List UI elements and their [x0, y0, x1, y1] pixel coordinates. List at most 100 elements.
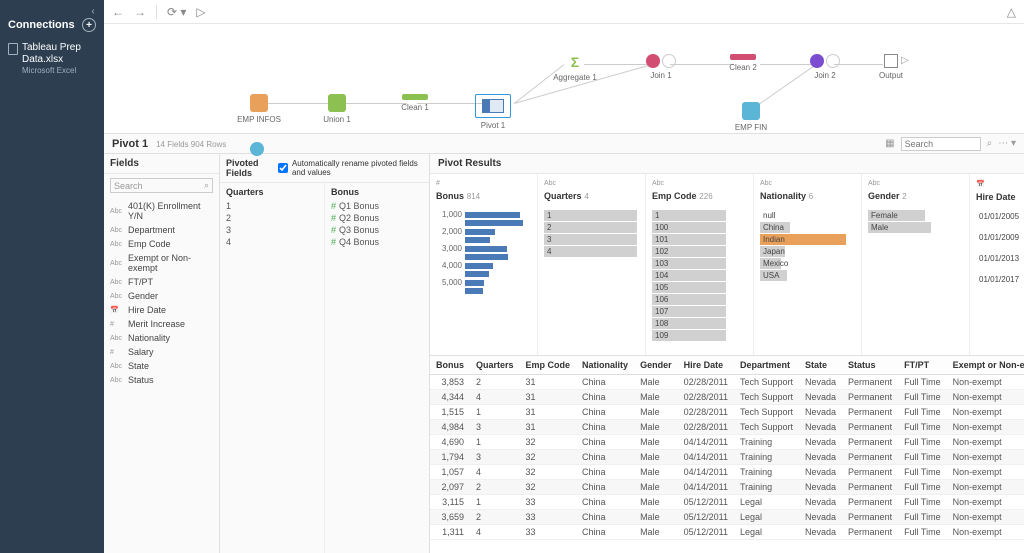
sidebar-collapse-icon[interactable]: ‹ — [86, 4, 100, 18]
auto-rename-checkbox[interactable] — [278, 163, 288, 173]
flow-node-label: EMP FIN — [735, 123, 767, 132]
add-connection-button[interactable]: + — [82, 18, 96, 32]
flow-node-clean1[interactable]: Clean 1 — [390, 94, 440, 112]
grid-column-header[interactable]: Exempt or Non-exempt — [947, 356, 1024, 375]
grid-column-header[interactable]: Nationality — [576, 356, 634, 375]
grid-cell: Tech Support — [734, 405, 799, 420]
grid-column-header[interactable]: FT/PT — [898, 356, 947, 375]
flow-node-join2[interactable]: Join 2 — [800, 54, 850, 80]
grid-column-header[interactable]: State — [799, 356, 842, 375]
field-item[interactable]: AbcGender — [104, 289, 219, 303]
field-item[interactable]: Abc401(K) Enrollment Y/N — [104, 199, 219, 223]
refresh-button[interactable]: ⟳ ▾ — [167, 5, 186, 19]
field-type-icon: Abc — [110, 241, 124, 248]
field-name: FT/PT — [128, 277, 153, 287]
grid-column-header[interactable]: Status — [842, 356, 898, 375]
table-row[interactable]: 3,115133ChinaMale05/12/2011LegalNevadaPe… — [430, 495, 1024, 510]
field-name: Department — [128, 225, 175, 235]
grid-cell: 31 — [520, 390, 577, 405]
settings-dropdown[interactable]: ⋯ ▾ — [998, 138, 1016, 149]
fields-search-input[interactable]: Search ⌕ — [110, 178, 213, 193]
step-title: Pivot 1 — [112, 138, 148, 150]
grid-column-header[interactable]: Quarters — [470, 356, 520, 375]
grid-cell: Nevada — [799, 525, 842, 540]
pivoted-value[interactable]: 3 — [226, 224, 318, 236]
grid-column-header[interactable]: Gender — [634, 356, 678, 375]
flow-node-emp-fin[interactable]: EMP FIN — [726, 102, 776, 132]
step-search-input[interactable] — [901, 137, 981, 151]
grid-cell: Full Time — [898, 390, 947, 405]
field-item[interactable]: AbcState — [104, 359, 219, 373]
pivoted-value[interactable]: # Q3 Bonus — [331, 224, 423, 236]
profile-count: 6 — [809, 192, 813, 201]
profile-card[interactable]: # Bonus 814 1,0002,0003,0004,0005,000 — [430, 174, 538, 355]
pivoted-value[interactable]: 4 — [226, 236, 318, 248]
field-item[interactable]: AbcDepartment — [104, 223, 219, 237]
data-grid-icon[interactable]: ▦ — [885, 138, 894, 149]
field-item[interactable]: AbcEmp Code — [104, 237, 219, 251]
field-item[interactable]: 📅Hire Date — [104, 303, 219, 317]
connection-name: Tableau Prep Data.xlsx — [22, 42, 96, 66]
table-row[interactable]: 3,659233ChinaMale05/12/2011LegalNevadaPe… — [430, 510, 1024, 525]
grid-column-header[interactable]: Bonus — [430, 356, 470, 375]
flow-canvas[interactable]: EMP INFOS Union 1 Clean 1 Pivot 1 ΣAggregate… — [104, 24, 1024, 134]
grid-cell: Non-exempt — [947, 450, 1024, 465]
grid-cell: Full Time — [898, 375, 947, 390]
field-item[interactable]: AbcStatus — [104, 373, 219, 387]
flow-node-extra[interactable] — [250, 142, 264, 156]
table-row[interactable]: 4,690132ChinaMale04/14/2011TrainingNevad… — [430, 435, 1024, 450]
profile-card[interactable]: Abc Quarters 4 1234 — [538, 174, 646, 355]
table-row[interactable]: 1,311433ChinaMale05/12/2011LegalNevadaPe… — [430, 525, 1024, 540]
grid-column-header[interactable]: Emp Code — [520, 356, 577, 375]
grid-cell: 31 — [520, 375, 577, 390]
quarters-col-title: Quarters — [226, 187, 318, 197]
pivoted-value[interactable]: 2 — [226, 212, 318, 224]
grid-cell: Nevada — [799, 375, 842, 390]
table-row[interactable]: 3,853231ChinaMale02/28/2011Tech SupportN… — [430, 375, 1024, 390]
field-item[interactable]: AbcExempt or Non-exempt — [104, 251, 219, 275]
pivoted-value[interactable]: # Q4 Bonus — [331, 236, 423, 248]
table-row[interactable]: 2,097232ChinaMale04/14/2011TrainingNevad… — [430, 480, 1024, 495]
grid-cell: Full Time — [898, 435, 947, 450]
alerts-icon[interactable]: △ — [1007, 5, 1016, 19]
grid-cell: Nevada — [799, 420, 842, 435]
field-item[interactable]: #Salary — [104, 345, 219, 359]
field-item[interactable]: #Merit Increase — [104, 317, 219, 331]
run-button[interactable]: ▷ — [196, 5, 205, 19]
connection-item[interactable]: Tableau Prep Data.xlsx Microsoft Excel — [0, 38, 104, 79]
field-name: Salary — [128, 347, 154, 357]
back-button[interactable]: ← — [112, 5, 124, 19]
flow-node-aggregate1[interactable]: ΣAggregate 1 — [550, 54, 600, 82]
pivoted-value[interactable]: # Q2 Bonus — [331, 212, 423, 224]
table-row[interactable]: 1,515131ChinaMale02/28/2011Tech SupportN… — [430, 405, 1024, 420]
pivoted-value[interactable]: # Q1 Bonus — [331, 200, 423, 212]
flow-node-emp-infos[interactable]: EMP INFOS — [234, 94, 284, 124]
profile-card[interactable]: Abc Nationality 6 nullChinaIndianJapanMe… — [754, 174, 862, 355]
table-row[interactable]: 1,057432ChinaMale04/14/2011TrainingNevad… — [430, 465, 1024, 480]
file-icon — [8, 43, 18, 55]
grid-cell: 4 — [470, 525, 520, 540]
flow-node-clean2[interactable]: Clean 2 — [718, 54, 768, 72]
flow-node-output[interactable]: ▷Output — [866, 54, 916, 80]
results-title: Pivot Results — [430, 154, 1024, 174]
data-grid[interactable]: BonusQuartersEmp CodeNationalityGenderHi… — [430, 356, 1024, 553]
grid-cell: 1,515 — [430, 405, 470, 420]
profile-card[interactable]: Abc Gender 2 FemaleMale — [862, 174, 970, 355]
pivoted-value[interactable]: 1 — [226, 200, 318, 212]
table-row[interactable]: 1,794332ChinaMale04/14/2011TrainingNevad… — [430, 450, 1024, 465]
profile-card[interactable]: Abc Emp Code 226 11001011021031041051061… — [646, 174, 754, 355]
profile-card[interactable]: 📅 Hire Date 01/01/200501/01/200901/01/20… — [970, 174, 1024, 355]
forward-button[interactable]: → — [134, 5, 146, 19]
field-item[interactable]: AbcFT/PT — [104, 275, 219, 289]
grid-column-header[interactable]: Department — [734, 356, 799, 375]
flow-node-union1[interactable]: Union 1 — [312, 94, 362, 124]
grid-column-header[interactable]: Hire Date — [678, 356, 734, 375]
flow-node-pivot1[interactable]: Pivot 1 — [468, 94, 518, 130]
table-row[interactable]: 4,344431ChinaMale02/28/2011Tech SupportN… — [430, 390, 1024, 405]
field-type-icon: 📅 — [110, 306, 124, 314]
flow-node-join1[interactable]: Join 1 — [636, 54, 686, 80]
profile-type-icon: Abc — [652, 180, 747, 187]
field-item[interactable]: AbcNationality — [104, 331, 219, 345]
grid-cell: Male — [634, 375, 678, 390]
table-row[interactable]: 4,984331ChinaMale02/28/2011Tech SupportN… — [430, 420, 1024, 435]
